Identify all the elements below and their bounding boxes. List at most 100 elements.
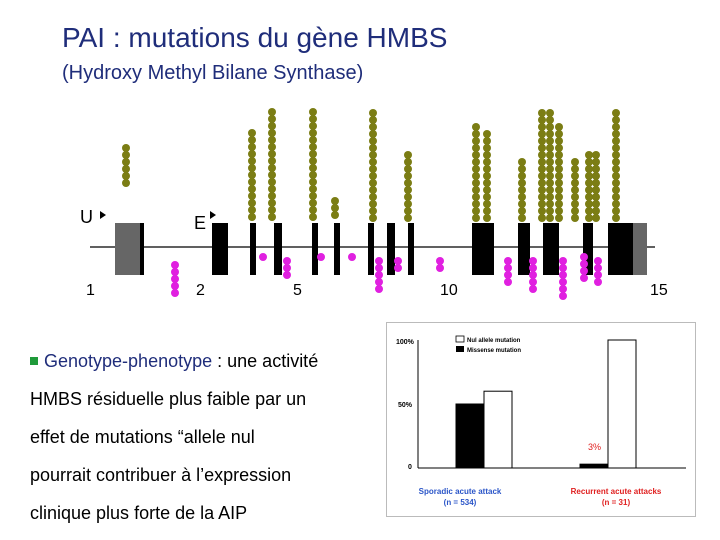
mutation-dot-above — [369, 123, 377, 131]
mutation-dot-above — [585, 207, 593, 215]
mutation-dot-above — [612, 130, 620, 138]
mutation-dot-above — [309, 185, 317, 193]
mutation-dot-above — [518, 179, 526, 187]
mutation-dot-above — [268, 108, 276, 116]
mutation-dot-above — [571, 158, 579, 166]
mutation-dot-above — [404, 207, 412, 215]
mutation-dot-above — [546, 158, 554, 166]
mutation-dot-above — [483, 144, 491, 152]
mutation-dot-above — [538, 207, 546, 215]
mutation-dot-above — [309, 178, 317, 186]
gene-exons — [115, 223, 647, 275]
mutation-dot-above — [404, 172, 412, 180]
mutation-dot-below — [375, 264, 383, 272]
mutation-dot-above — [538, 186, 546, 194]
mutation-dot-above — [585, 151, 593, 159]
mutation-dot-above — [309, 122, 317, 130]
mutation-dot-below — [594, 278, 602, 286]
mutation-dot-above — [518, 186, 526, 194]
mutation-dot-above — [483, 214, 491, 222]
mutation-dot-below — [580, 253, 588, 261]
mutation-dot-above — [268, 157, 276, 165]
mutation-dot-below — [283, 257, 291, 265]
mutation-dot-above — [612, 165, 620, 173]
mutation-dot-above — [369, 193, 377, 201]
mutation-dot-above — [538, 165, 546, 173]
mutation-dot-below — [283, 264, 291, 272]
mutation-dot-above — [518, 172, 526, 180]
mutation-dot-above — [538, 158, 546, 166]
mutation-dot-above — [309, 108, 317, 116]
mutation-dot-above — [546, 200, 554, 208]
bar-missense-mutation-1 — [579, 463, 609, 469]
exon-block — [140, 223, 144, 275]
mutation-dot-above — [592, 193, 600, 201]
x-category-recurrent-count: (n = 31) — [602, 498, 631, 507]
mutation-dot-above — [571, 214, 579, 222]
mutation-dot-above — [472, 137, 480, 145]
mutation-dot-above — [518, 207, 526, 215]
mutation-dot-below — [559, 257, 567, 265]
mutation-dot-above — [538, 123, 546, 131]
mutation-dot-above — [612, 193, 620, 201]
mutation-dot-above — [585, 214, 593, 222]
mutation-dot-above — [472, 165, 480, 173]
mutation-dot-above — [483, 179, 491, 187]
mutation-dot-above — [248, 199, 256, 207]
mutation-dot-above — [248, 178, 256, 186]
text-line: HMBS résiduelle plus faible par un — [30, 389, 307, 409]
mutation-dot-above — [369, 186, 377, 194]
mutation-dot-above — [268, 115, 276, 123]
mutation-dot-above — [369, 158, 377, 166]
mutation-dot-below — [504, 257, 512, 265]
bullet-line: Genotype-phenotype : une activité — [30, 342, 380, 380]
mutation-dot-above — [483, 193, 491, 201]
mutation-dot-above — [585, 179, 593, 187]
mutation-dot-below — [171, 268, 179, 276]
promoter-label-e: E — [194, 213, 206, 233]
mutation-dot-below — [436, 257, 444, 265]
mutation-dot-above — [538, 151, 546, 159]
mutation-dot-above — [369, 151, 377, 159]
mutation-dot-above — [483, 151, 491, 159]
mutation-dot-above — [483, 186, 491, 194]
promoter-markers: U E — [80, 207, 216, 233]
mutation-dot-above — [592, 200, 600, 208]
mutation-dot-above — [518, 158, 526, 166]
mutation-dot-below — [171, 282, 179, 290]
mutation-dot-below — [375, 257, 383, 265]
mutation-dot-above — [472, 186, 480, 194]
mutation-dot-above — [483, 200, 491, 208]
mutation-dot-above — [555, 193, 563, 201]
mutation-dot-above — [585, 165, 593, 173]
mutation-dot-above — [612, 116, 620, 124]
mutation-dot-above — [585, 172, 593, 180]
mutation-dot-below — [504, 271, 512, 279]
mutation-dot-below — [559, 278, 567, 286]
x-category-recurrent: Recurrent acute attacks — [571, 487, 662, 496]
mutation-dot-above — [546, 172, 554, 180]
mutation-dot-above — [518, 165, 526, 173]
mutation-dot-above — [585, 200, 593, 208]
mutation-dot-below — [436, 264, 444, 272]
mutation-dot-above — [555, 137, 563, 145]
mutation-dot-above — [546, 193, 554, 201]
text-line: effet de mutations “allele nul — [30, 427, 255, 447]
mutation-dot-below — [317, 253, 325, 261]
y-tick-label: 100% — [396, 339, 415, 346]
mutation-dot-above — [309, 136, 317, 144]
mutation-dot-above — [248, 171, 256, 179]
mutation-dot-below — [375, 271, 383, 279]
mutation-dot-above — [592, 165, 600, 173]
chart-legend: Nul allele mutation Missense mutation — [455, 335, 521, 354]
mutation-dot-above — [268, 206, 276, 214]
mutation-dot-above — [592, 179, 600, 187]
mutation-dot-above — [248, 206, 256, 214]
page-title: PAI : mutations du gène HMBS — [62, 22, 448, 53]
mutation-dot-above — [404, 200, 412, 208]
mutation-dot-above — [538, 214, 546, 222]
mutation-dot-above — [268, 185, 276, 193]
mutation-dot-above — [585, 193, 593, 201]
mutation-dot-below — [394, 257, 402, 265]
mutation-dot-above — [122, 144, 130, 152]
